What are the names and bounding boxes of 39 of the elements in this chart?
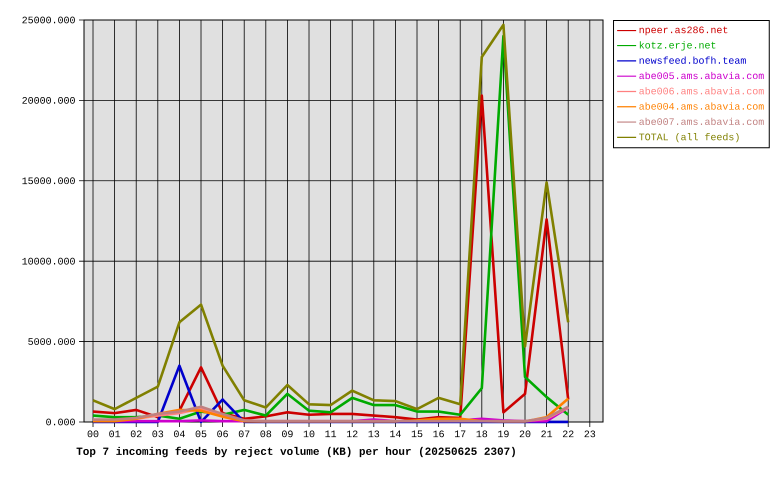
x-tick-label: 18 — [476, 430, 488, 438]
legend-label: abe007.ams.abavia.com — [639, 118, 764, 126]
x-tick-label: 07 — [238, 430, 250, 438]
x-tick-label: 11 — [325, 430, 336, 438]
legend-label: abe004.ams.abavia.com — [639, 102, 764, 110]
x-tick-label: 08 — [260, 430, 272, 438]
legend-label: TOTAL (all feeds) — [639, 133, 739, 142]
y-tick-label: 20000.000 — [22, 96, 75, 104]
legend-label: abe006.ams.abavia.com — [639, 87, 764, 94]
x-tick-label: 22 — [562, 430, 574, 438]
legend-label: abe005.ams.abavia.com — [639, 72, 764, 80]
y-tick-label: 0.000 — [46, 418, 75, 426]
x-tick-label: 20 — [520, 430, 530, 438]
x-tick-label: 13 — [368, 430, 380, 438]
x-tick-label: 02 — [130, 430, 142, 438]
x-tick-label: 19 — [498, 430, 509, 438]
x-tick-label: 15 — [412, 430, 422, 438]
legend-label: kotz.erje.net — [640, 41, 716, 51]
x-tick-label: 14 — [390, 430, 401, 438]
y-tick-label: 10000.000 — [22, 258, 75, 265]
x-tick-label: 09 — [282, 430, 293, 438]
x-tick-label: 00 — [88, 430, 98, 438]
x-tick-label: 17 — [454, 430, 466, 438]
x-tick-label: 03 — [152, 430, 164, 438]
x-tick-label: 21 — [541, 430, 552, 438]
legend-label: npeer.as286.net — [640, 26, 728, 36]
x-tick-label: 16 — [433, 430, 444, 438]
x-tick-label: 05 — [196, 430, 206, 438]
x-tick-label: 23 — [584, 430, 596, 438]
x-tick-label: 06 — [217, 430, 228, 438]
x-tick-label: 01 — [109, 430, 120, 438]
y-tick-label: 5000.000 — [28, 338, 75, 345]
x-tick-label: 04 — [174, 430, 185, 438]
x-tick-label: 10 — [304, 430, 314, 438]
x-tick-label: 12 — [346, 430, 358, 438]
legend-label: newsfeed.bofh.team — [640, 56, 746, 64]
y-tick-label: 25000.000 — [22, 16, 75, 24]
text: Top 7 incoming feeds by reject volume (KB) per hour (20250625 2307) — [76, 446, 515, 458]
y-tick-label: 15000.000 — [22, 177, 75, 184]
